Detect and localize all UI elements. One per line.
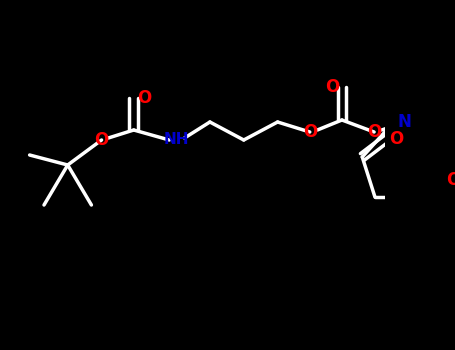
Text: NH: NH xyxy=(163,133,189,147)
Text: O: O xyxy=(303,123,317,141)
Text: O: O xyxy=(137,89,151,107)
Text: N: N xyxy=(398,113,411,131)
Text: O: O xyxy=(446,171,455,189)
Text: O: O xyxy=(367,123,381,141)
Text: O: O xyxy=(325,78,339,96)
Text: O: O xyxy=(389,130,403,148)
Text: O: O xyxy=(95,131,109,149)
